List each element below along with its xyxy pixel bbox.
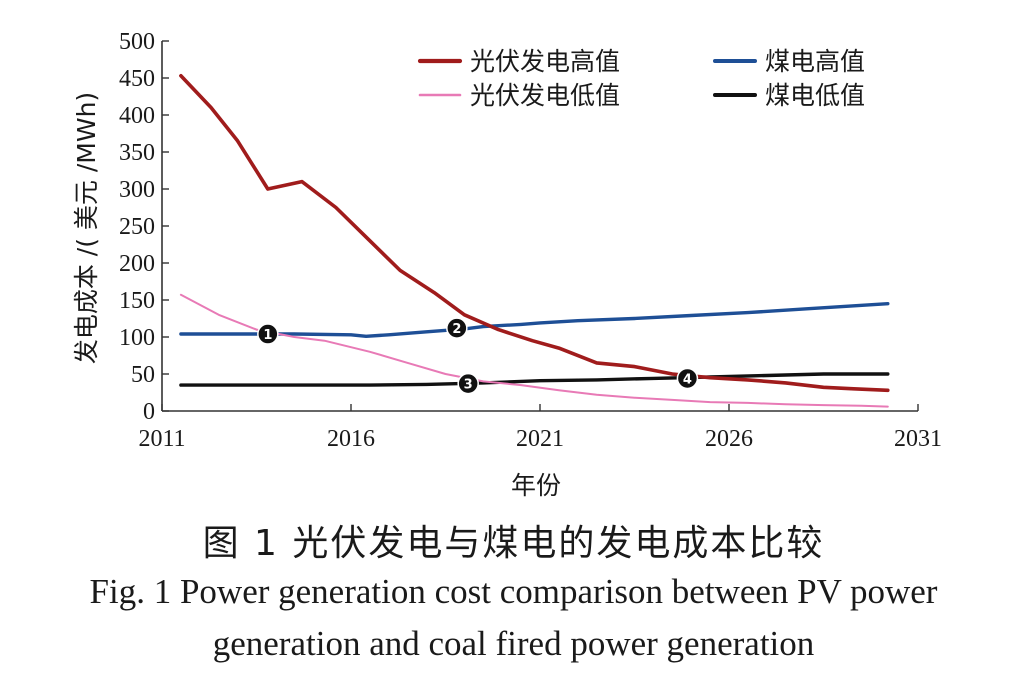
- axes: 0 50 100 150 200 250 300 350 400 450 500 2011 2016 20…: [119, 29, 942, 452]
- annotation-marker-1: 1: [257, 323, 279, 345]
- annotation-marker-4: 4: [676, 367, 699, 390]
- y-tick-label: 200: [119, 251, 155, 277]
- annotation-label: 3: [464, 378, 473, 393]
- x-axis-label: 年份: [511, 471, 561, 500]
- annotation-marker-2: 2: [446, 317, 468, 339]
- y-tick-label: 100: [119, 325, 155, 351]
- legend-label: 煤电高值: [765, 47, 865, 76]
- annotation-circle: [257, 323, 279, 345]
- legend-label: 煤电低值: [765, 81, 865, 110]
- y-tick-label: 500: [119, 29, 155, 55]
- y-tick-label: 250: [119, 214, 155, 240]
- x-tick-label: 2026: [705, 426, 753, 452]
- series-lines: [179, 74, 890, 408]
- y-tick-label: 0: [143, 399, 155, 425]
- y-tick-label: 300: [119, 177, 155, 203]
- legend-item-2: 光伏发电低值: [418, 81, 620, 110]
- annotation-marker-3: 3: [457, 372, 479, 395]
- y-tick-label: 50: [131, 362, 155, 388]
- annotation-label: 4: [683, 372, 692, 387]
- caption-english-line-1: Fig. 1 Power generation cost comparison …: [89, 572, 938, 611]
- x-tick-label: 2021: [516, 426, 564, 452]
- series-line-2: [179, 293, 889, 408]
- caption-english-line-2: generation and coal fired power generati…: [212, 624, 815, 663]
- cost-comparison-chart: 0 50 100 150 200 250 300 350 400 450 500 2011 2016 20…: [72, 29, 942, 500]
- series-line-3: [179, 302, 890, 338]
- annotation-circle: [446, 317, 468, 339]
- y-tick-label: 450: [119, 66, 155, 92]
- y-tick-label: 150: [119, 288, 155, 314]
- series-line-1: [179, 74, 890, 393]
- legend-item-4: 煤电低值: [713, 81, 865, 110]
- annotation-label: 1: [263, 328, 272, 343]
- x-tick-label: 2011: [138, 426, 185, 452]
- legend-item-1: 光伏发电高值: [417, 47, 620, 76]
- annotation-circle: [457, 372, 479, 395]
- legend-label: 光伏发电高值: [470, 47, 620, 76]
- x-tick-label: 2016: [327, 426, 375, 452]
- y-tick-label: 400: [119, 103, 155, 129]
- caption-chinese: 图 1 光伏发电与煤电的发电成本比较: [202, 523, 825, 564]
- legend-label: 光伏发电低值: [470, 81, 620, 110]
- y-tick-label: 350: [119, 140, 155, 166]
- annotation-circle: [676, 367, 699, 390]
- series-line-4: [179, 372, 890, 387]
- x-tick-label: 2031: [894, 426, 942, 452]
- annotation-markers: 1 2 3 4: [257, 317, 699, 395]
- y-axis-label: 发电成本 /( 美元 /MWh): [72, 92, 101, 364]
- caption-english: Fig. 1 Power generation cost comparison …: [0, 566, 1027, 670]
- annotation-label: 2: [452, 322, 461, 337]
- legend-item-3: 煤电高值: [713, 47, 865, 76]
